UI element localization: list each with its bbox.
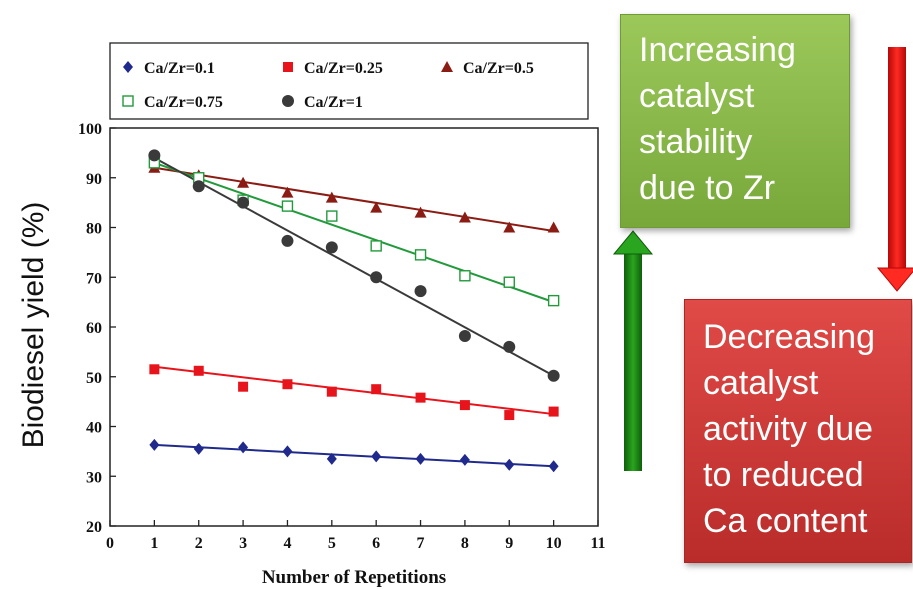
stability-callout-line: catalyst (639, 77, 755, 115)
data-point (282, 379, 293, 390)
data-point (193, 365, 204, 376)
legend-label: Ca/Zr=0.25 (304, 60, 383, 77)
data-point (370, 240, 382, 252)
y-tick-label: 90 (86, 171, 102, 188)
data-point (282, 445, 293, 458)
data-point (547, 369, 560, 382)
y-tick-label: 80 (86, 221, 102, 238)
activity-callout-line: activity due (703, 410, 874, 448)
data-point (326, 452, 337, 465)
y-tick-label: 70 (86, 270, 102, 287)
data-point (459, 400, 470, 411)
legend-marker (441, 61, 453, 72)
data-point (370, 201, 383, 213)
y-axis-label: Biodiesel yield (%) (17, 202, 50, 449)
activity-callout-line: to reduced (703, 456, 864, 494)
legend-label: Ca/Zr=0.1 (144, 60, 215, 77)
x-axis-label: Number of Repetitions (262, 567, 446, 588)
x-tick-label: 2 (195, 535, 203, 552)
fit-line (154, 365, 554, 416)
data-point (548, 460, 559, 473)
data-point (281, 234, 294, 247)
y-tick-label: 30 (86, 469, 102, 486)
data-point (458, 211, 471, 223)
fit-line (153, 156, 555, 377)
x-tick-label: 10 (546, 535, 562, 552)
x-tick-label: 5 (328, 535, 336, 552)
data-point (237, 176, 250, 188)
legend-marker (283, 62, 293, 72)
data-point (281, 186, 294, 198)
x-tick-label: 9 (505, 535, 513, 552)
down-arrow-icon (876, 47, 913, 292)
legend-marker (123, 61, 133, 73)
legend-marker (282, 95, 294, 107)
data-point (504, 410, 515, 421)
data-point (548, 406, 559, 417)
fit-line (154, 161, 554, 304)
data-point (149, 364, 160, 375)
y-tick-label: 40 (86, 420, 102, 437)
data-point (503, 276, 515, 288)
data-point (547, 294, 560, 307)
legend-marker (122, 95, 134, 107)
legend-box (109, 42, 589, 120)
data-point (370, 271, 383, 284)
up-arrow-icon (612, 230, 654, 471)
data-point (371, 450, 382, 463)
x-tick-label: 8 (461, 535, 469, 552)
data-point (547, 221, 560, 233)
fit-line (154, 443, 554, 468)
data-point (414, 249, 427, 261)
y-tick-label: 100 (78, 121, 102, 138)
data-point (414, 206, 427, 218)
data-point (503, 340, 516, 353)
data-point (281, 200, 294, 212)
x-tick-label: 3 (239, 535, 247, 552)
stability-callout-line: due to Zr (639, 169, 776, 207)
legend-label: Ca/Zr=1 (304, 94, 363, 111)
activity-callout: Decreasing catalyst activity due to redu… (684, 299, 912, 563)
x-tick-label: 4 (283, 535, 291, 552)
y-tick-label: 60 (86, 320, 102, 337)
stability-callout: Increasing catalyst stability due to Zr (620, 14, 850, 228)
plot-frame (109, 127, 599, 527)
data-point (415, 452, 426, 465)
data-point (149, 438, 160, 451)
x-tick-label: 7 (417, 535, 425, 552)
y-tick-label: 20 (86, 519, 102, 536)
data-point (458, 329, 471, 342)
data-point (192, 180, 205, 193)
x-tick-label: 6 (372, 535, 380, 552)
legend-label: Ca/Zr=0.5 (463, 60, 534, 77)
data-point (371, 384, 382, 395)
data-point (415, 392, 426, 403)
x-tick-label: 0 (106, 535, 114, 552)
data-point (325, 241, 338, 254)
data-point (148, 149, 161, 162)
fit-line (154, 166, 554, 232)
data-point (238, 381, 249, 392)
data-point (503, 221, 516, 233)
data-point (325, 191, 338, 203)
activity-callout-line: Decreasing (703, 318, 875, 356)
stability-callout-line: Increasing (639, 31, 796, 69)
x-tick-label: 11 (590, 535, 605, 552)
data-point (237, 196, 250, 209)
data-point (414, 285, 427, 298)
data-point (504, 458, 515, 471)
y-tick-label: 50 (86, 370, 102, 387)
data-point (238, 441, 249, 454)
stability-callout-line: stability (639, 123, 753, 161)
data-point (326, 386, 337, 397)
activity-callout-line: Ca content (703, 502, 868, 540)
data-point (326, 210, 338, 222)
x-tick-label: 1 (150, 535, 158, 552)
data-point (459, 270, 471, 282)
data-point (193, 442, 204, 455)
data-point (459, 453, 470, 466)
activity-callout-line: catalyst (703, 364, 819, 402)
legend-label: Ca/Zr=0.75 (144, 94, 223, 111)
